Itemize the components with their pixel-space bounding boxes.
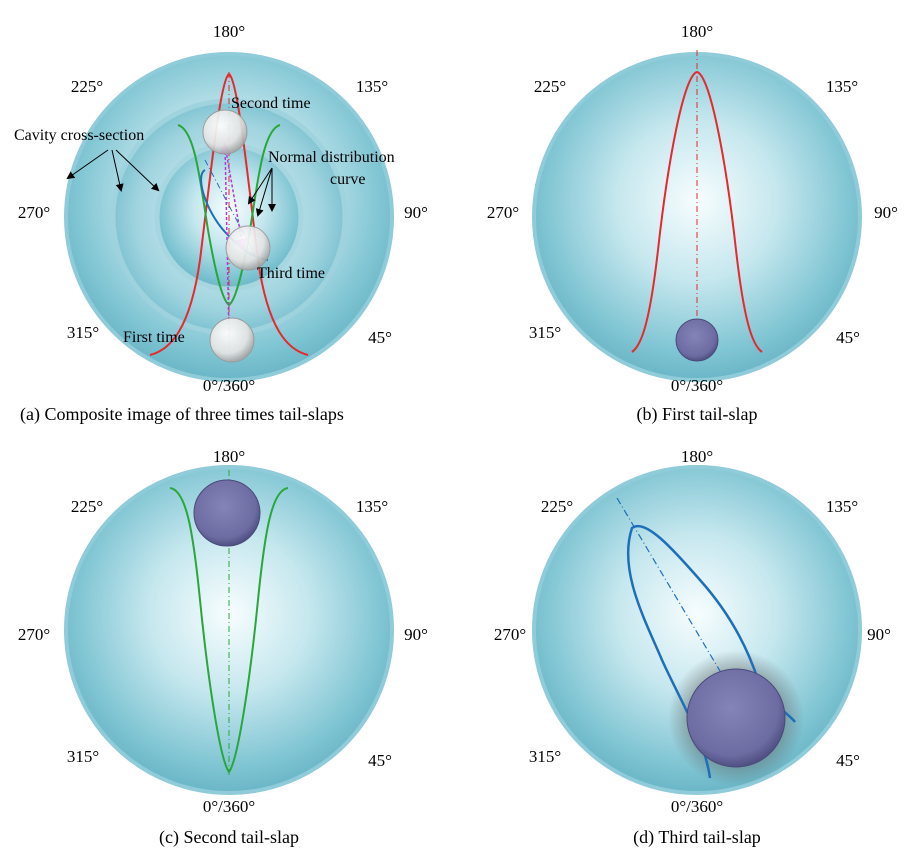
label-third-time: Third time (257, 265, 325, 282)
angle-180: 180° (213, 22, 245, 41)
angle-270: 270° (494, 625, 526, 644)
panel-d: 180° 225° 135° 270° 90° 315° 45° 0°/360°… (494, 447, 891, 848)
angle-0-360: 0°/360° (203, 797, 255, 816)
angle-225: 225° (71, 77, 103, 96)
label-first-time: First time (123, 329, 185, 346)
label-second-time: Second time (231, 95, 311, 112)
ghost-body-first (209, 317, 255, 363)
arrow-curve-2 (255, 167, 273, 217)
angle-315: 315° (529, 323, 561, 342)
caption-c: (c) Second tail-slap (159, 827, 299, 848)
panel-a: 180° 225° 135° 270° 90° 315° 45° 0°/360°… (14, 22, 428, 425)
ghost-body-third (225, 225, 271, 271)
angle-45: 45° (368, 328, 392, 347)
angle-90: 90° (874, 203, 898, 222)
angle-0-360: 0°/360° (671, 797, 723, 816)
caption-b: (b) First tail-slap (637, 404, 758, 425)
arrow-cavity-2 (111, 149, 124, 192)
angle-45: 45° (836, 751, 860, 770)
angle-225: 225° (541, 497, 573, 516)
angle-225: 225° (71, 497, 103, 516)
caption-a: (a) Composite image of three times tail-… (20, 404, 344, 425)
body (686, 668, 786, 768)
angle-135: 135° (826, 497, 858, 516)
first-curve (631, 70, 763, 353)
angle-0-360: 0°/360° (203, 376, 255, 395)
body (675, 318, 719, 362)
angle-45: 45° (368, 751, 392, 770)
angle-225: 225° (534, 77, 566, 96)
angle-90: 90° (867, 625, 891, 644)
angle-135: 135° (826, 77, 858, 96)
panel-b: 180° 225° 135° 270° 90° 315° 45° 0°/360°… (487, 22, 898, 425)
angle-135: 135° (356, 497, 388, 516)
label-normal-distribution-1: Normal distribution (268, 149, 395, 166)
angle-90: 90° (404, 625, 428, 644)
ghost-body-second (202, 109, 248, 155)
angle-0-360: 0°/360° (671, 376, 723, 395)
arrow-cavity-3 (115, 149, 160, 192)
panel-c: 180° 225° 135° 270° 90° 315° 45° 0°/360°… (18, 447, 428, 848)
body (193, 479, 261, 547)
angle-180: 180° (681, 22, 713, 41)
arrow-cavity-1 (66, 149, 109, 180)
angle-90: 90° (404, 203, 428, 222)
second-curve (177, 124, 281, 307)
first-curve (149, 72, 309, 356)
third-axis (204, 159, 256, 256)
angle-270: 270° (487, 203, 519, 222)
angle-180: 180° (681, 447, 713, 466)
angle-315: 315° (67, 747, 99, 766)
angle-270: 270° (18, 203, 50, 222)
label-cavity-cross-section: Cavity cross-section (14, 127, 144, 144)
caption-d: (d) Third tail-slap (633, 827, 761, 848)
angle-315: 315° (529, 747, 561, 766)
angle-315: 315° (67, 323, 99, 342)
angle-135: 135° (356, 77, 388, 96)
arrow-curve-1 (247, 167, 273, 205)
second-curve (169, 487, 289, 774)
angle-180: 180° (213, 447, 245, 466)
angle-270: 270° (18, 625, 50, 644)
angle-45: 45° (836, 328, 860, 347)
label-normal-distribution-2: curve (330, 171, 366, 188)
